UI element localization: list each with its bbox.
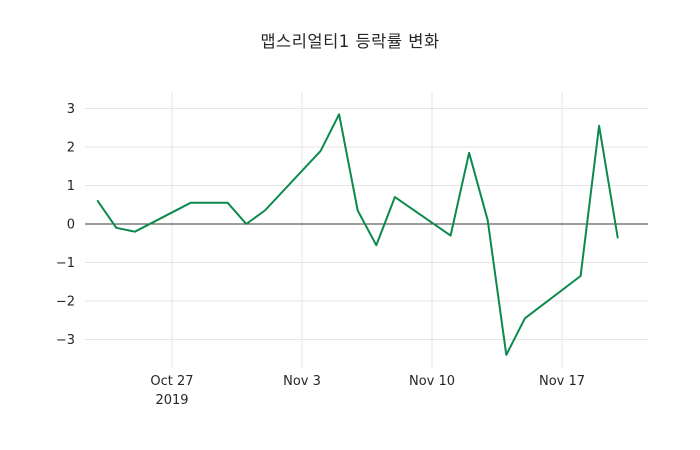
chart-title: 맵스리얼티1 등락률 변화 [260, 32, 440, 51]
y-tick-label: 3 [67, 102, 75, 117]
y-tick-label: 2 [67, 141, 75, 156]
x-tick-label: Nov 3 [283, 374, 321, 389]
y-tick-label: −2 [56, 295, 75, 310]
y-tick-label: −3 [56, 333, 75, 348]
x-tick-sublabel: 2019 [155, 393, 188, 408]
x-tick-label: Oct 27 [150, 374, 193, 389]
x-tick-label: Nov 17 [539, 374, 585, 389]
y-tick-label: −1 [56, 256, 75, 271]
y-tick-label: 0 [67, 218, 75, 233]
series-line [96, 113, 619, 356]
x-tick-label: Nov 10 [409, 374, 455, 389]
y-tick-label: 1 [67, 179, 75, 194]
